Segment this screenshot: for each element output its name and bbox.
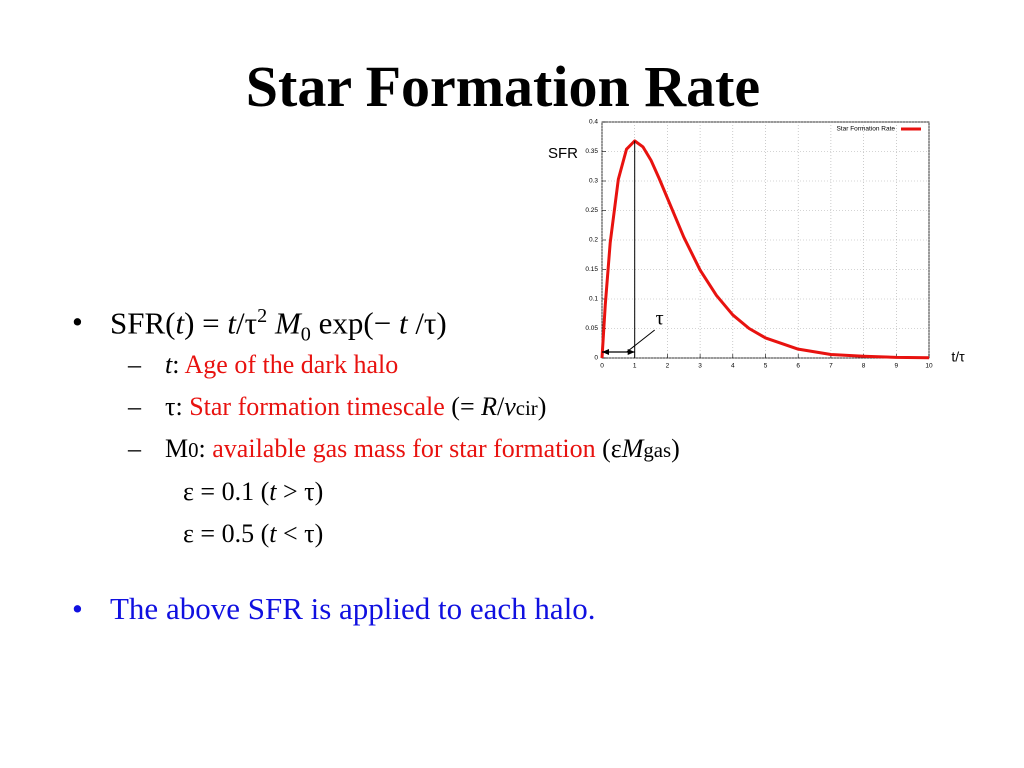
y-tick-label: 0.35 [585,148,598,155]
sub-marker: – [128,392,141,421]
run: M [274,305,301,341]
y-tick-label: 0.2 [589,237,598,244]
x-tick-label: 0 [600,363,604,370]
x-tick-label: 6 [796,363,800,370]
x-tick-label: 5 [764,363,768,370]
x-tick-label: 7 [829,363,833,370]
run: t [269,519,277,548]
run: t [165,350,173,379]
x-tick-label: 9 [894,363,898,370]
bullet-marker: • [72,591,83,626]
run: : [172,350,185,379]
bullet-marker: • [72,304,83,339]
formula: SFR(t) = t/τ2 M0 exp(− t /τ) [110,306,447,345]
x-tick-label: 8 [862,363,866,370]
bullet-text: The above SFR is applied to each halo. [110,591,596,626]
run: (= [444,392,482,421]
run: exp(− [310,305,399,341]
y-axis-label: SFR [548,145,578,162]
series-line [600,139,930,360]
run: t [227,305,237,341]
run: t [269,477,277,506]
y-tick-label: 0.4 [589,119,598,126]
sub-item: M0: available gas mass for star formatio… [165,436,680,462]
x-tick-label: 3 [698,363,702,370]
run: 2 [257,305,268,327]
annotation-label: τ [656,308,664,330]
x-tick-label: 4 [731,363,735,370]
run: M [165,434,189,463]
y-tick-label: 0.1 [589,296,598,303]
sub-marker: – [128,350,141,379]
sub-marker: – [128,434,141,463]
arrow-head [602,349,635,355]
y-tick-label: 0.25 [585,207,598,214]
note: ε = 0.5 (t < τ) [183,521,323,547]
run: : [175,392,190,421]
run: (ε [595,434,622,463]
sub-item: τ: Star formation timescale (= R/vcir) [165,394,546,420]
run: t [398,305,408,341]
run: /τ) [407,305,447,341]
run: ) [671,434,680,463]
run: t [175,305,185,341]
run: R [481,392,497,421]
run: /τ [236,305,258,341]
run: gas [643,439,672,462]
run: ε = 0.1 ( [183,477,270,506]
y-tick-label: 0 [594,355,598,362]
y-tick-label: 0.3 [589,178,598,185]
run: M [621,434,644,463]
slide-title: Star Formation Rate [245,54,761,119]
annotation-leader [626,329,656,353]
x-tick-label: 2 [666,363,670,370]
run: Star formation timescale [189,392,445,421]
run: < τ) [276,519,324,548]
run: SFR( [110,305,176,341]
run: ) = [184,305,228,341]
run: 0 [188,439,199,462]
run: / [497,392,505,421]
run: Age of the dark halo [184,350,399,379]
run: > τ) [276,477,324,506]
run: τ [165,392,176,421]
run: : [198,434,213,463]
note: ε = 0.1 (t > τ) [183,479,323,505]
y-tick-label: 0.05 [585,325,598,332]
run: v [504,392,516,421]
legend-label: Star Formation Rate [836,126,895,133]
run: 0 [300,323,311,346]
run: ε = 0.5 ( [183,519,270,548]
run: ) [537,392,547,421]
x-tick-label: 10 [925,363,933,370]
x-axis-label: t/τ [951,349,965,365]
run: cir [515,397,538,420]
sub-item: t: Age of the dark halo [165,352,398,378]
x-tick-label: 1 [633,363,637,370]
y-tick-label: 0.15 [585,266,598,273]
run: available gas mass for star formation [212,434,596,463]
